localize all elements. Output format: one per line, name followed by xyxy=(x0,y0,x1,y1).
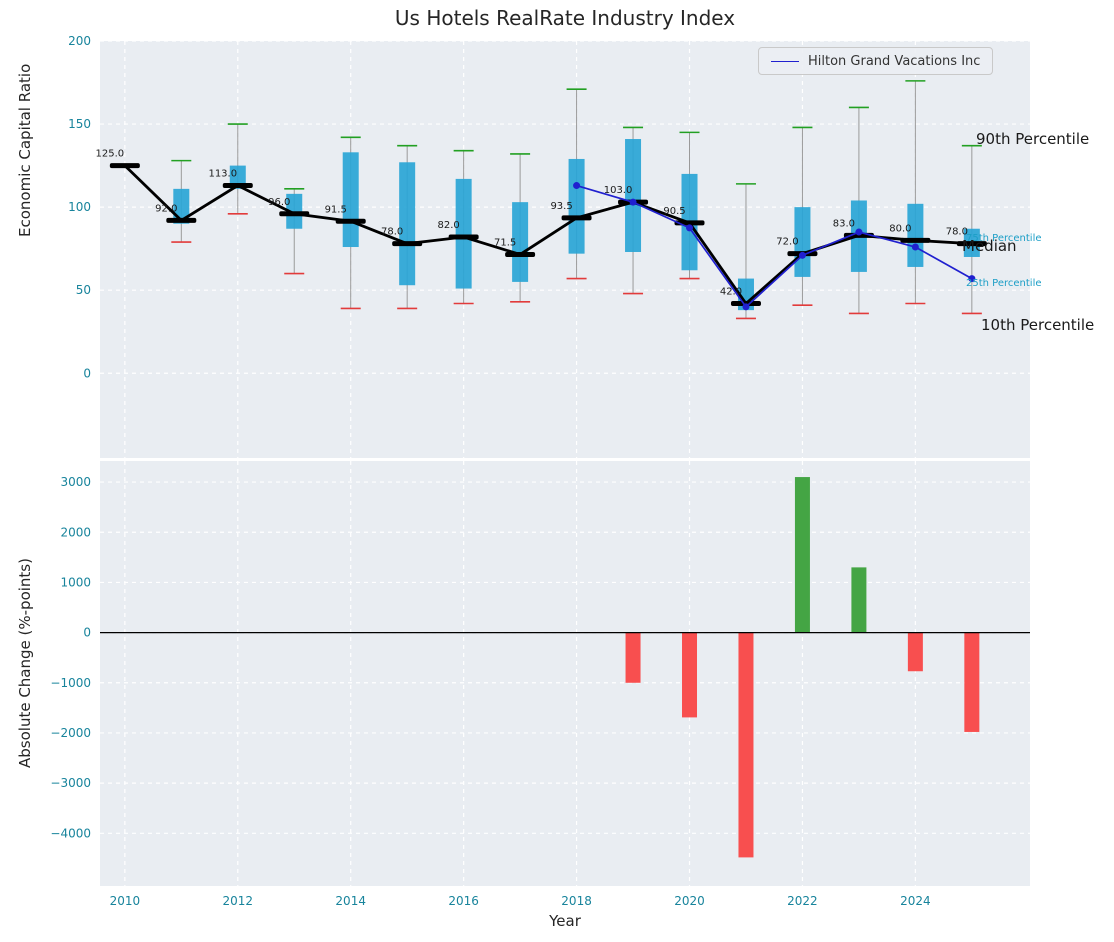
change-bar xyxy=(625,632,641,683)
top-ytick-label: 200 xyxy=(68,34,91,48)
top-y-axis-label: Economic Capital Ratio xyxy=(16,63,34,237)
iqr-box xyxy=(625,139,642,252)
iqr-box xyxy=(568,158,585,254)
x-axis-label: Year xyxy=(549,912,581,930)
bottom-ytick-label: 1000 xyxy=(60,575,91,589)
company-point xyxy=(911,243,919,251)
legend-label: Hilton Grand Vacations Inc xyxy=(808,53,981,69)
median-value-label: 125.0 xyxy=(96,149,125,160)
change-bar xyxy=(964,632,980,732)
median-dash xyxy=(392,241,423,247)
iqr-box xyxy=(342,152,359,248)
annotation-median: Median xyxy=(962,237,1017,255)
top-axes-background xyxy=(100,41,1030,458)
bottom-ytick-label: −4000 xyxy=(50,826,91,840)
iqr-box xyxy=(399,162,416,286)
median-value-label: 93.5 xyxy=(550,201,572,212)
median-value-label: 83.0 xyxy=(833,218,855,229)
bottom-ytick-label: −1000 xyxy=(50,676,91,690)
xtick-label: 2016 xyxy=(448,894,479,908)
median-dash xyxy=(561,215,592,221)
xtick-label: 2022 xyxy=(787,894,818,908)
bottom-ytick-label: 2000 xyxy=(60,525,91,539)
xtick-label: 2020 xyxy=(674,894,705,908)
median-value-label: 90.5 xyxy=(663,206,685,217)
iqr-box xyxy=(907,203,924,267)
change-bar xyxy=(794,477,810,633)
legend-line-sample-icon xyxy=(771,60,799,62)
iqr-box xyxy=(512,202,529,282)
change-bar xyxy=(907,632,923,672)
median-value-label: 71.5 xyxy=(494,237,516,248)
median-dash xyxy=(900,237,931,243)
top-ytick-label: 50 xyxy=(76,283,91,297)
top-ytick-label: 0 xyxy=(83,366,91,380)
annotation-90th-percentile: 90th Percentile xyxy=(976,130,1089,148)
company-point xyxy=(855,228,863,236)
median-dash xyxy=(956,241,987,247)
bottom-y-axis-label: Absolute Change (%-points) xyxy=(16,558,34,768)
median-value-label: 103.0 xyxy=(604,185,633,196)
median-value-label: 92.0 xyxy=(155,203,177,214)
median-value-label: 80.0 xyxy=(889,223,911,234)
company-point xyxy=(798,251,806,259)
bottom-ytick-label: −2000 xyxy=(50,726,91,740)
top-ytick-label: 150 xyxy=(68,117,91,131)
median-dash xyxy=(505,251,536,257)
median-dash xyxy=(335,218,366,224)
company-point xyxy=(742,303,750,311)
bottom-ytick-label: −3000 xyxy=(50,776,91,790)
median-dash xyxy=(448,234,479,240)
median-dash xyxy=(166,217,197,223)
company-point xyxy=(629,198,637,206)
median-value-label: 96.0 xyxy=(268,197,290,208)
median-value-label: 78.0 xyxy=(381,227,403,238)
median-value-label: 78.0 xyxy=(946,227,968,238)
median-value-label: 82.0 xyxy=(438,220,460,231)
median-dash xyxy=(109,163,140,169)
bottom-ytick-label: 0 xyxy=(83,626,91,640)
median-dash xyxy=(222,183,253,189)
median-value-label: 91.5 xyxy=(325,204,347,215)
bottom-ytick-label: 3000 xyxy=(60,475,91,489)
xtick-label: 2014 xyxy=(335,894,366,908)
annotation-75th-percentile: 75th Percentile xyxy=(966,233,1042,244)
annotation-25th-percentile: 25th Percentile xyxy=(966,278,1042,289)
company-point xyxy=(968,275,976,283)
change-bar xyxy=(682,632,698,718)
company-point xyxy=(573,182,581,190)
company-line xyxy=(576,184,973,309)
bottom-axes-background xyxy=(100,461,1030,886)
median-dash xyxy=(279,211,310,217)
iqr-box xyxy=(455,178,472,289)
annotation-10th-percentile: 10th Percentile xyxy=(981,316,1094,334)
chart-title: Us Hotels RealRate Industry Index xyxy=(394,6,736,30)
median-value-label: 72.0 xyxy=(776,237,798,248)
xtick-label: 2012 xyxy=(223,894,254,908)
xtick-label: 2010 xyxy=(110,894,141,908)
top-ytick-label: 100 xyxy=(68,200,91,214)
xtick-label: 2018 xyxy=(561,894,592,908)
change-bar xyxy=(851,567,867,633)
change-bar xyxy=(738,632,754,858)
company-point xyxy=(686,224,694,232)
median-value-label: 42.0 xyxy=(720,286,742,297)
xtick-label: 2024 xyxy=(900,894,931,908)
median-value-label: 113.0 xyxy=(208,169,237,180)
legend: Hilton Grand Vacations Inc xyxy=(758,47,994,75)
